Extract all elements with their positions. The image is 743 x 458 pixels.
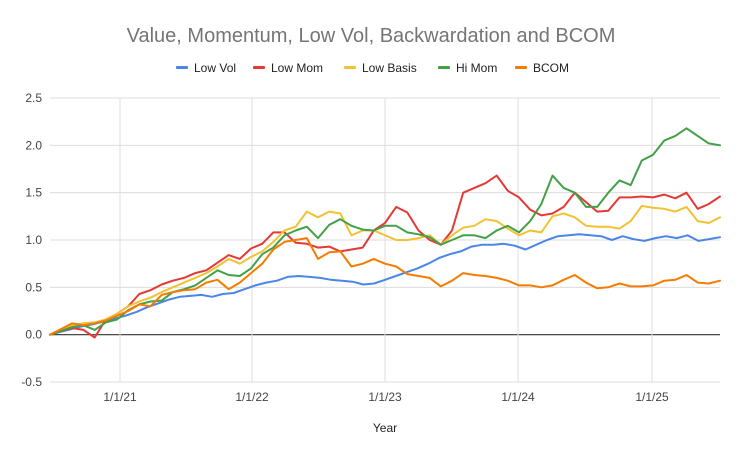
legend-item-low-mom: Low Mom bbox=[253, 61, 323, 75]
x-tick-label: 1/1/25 bbox=[635, 390, 669, 404]
series-line-bcom bbox=[49, 237, 721, 336]
legend-item-bcom: BCOM bbox=[515, 61, 569, 75]
legend-swatch bbox=[515, 66, 527, 69]
y-tick-label: -0.5 bbox=[21, 375, 42, 389]
legend-label: Hi Mom bbox=[456, 61, 497, 75]
legend-swatch bbox=[176, 66, 188, 69]
y-tick-label: 0.0 bbox=[25, 328, 42, 342]
y-tick-label: 1.5 bbox=[25, 186, 42, 200]
legend-label: Low Vol bbox=[194, 61, 236, 75]
y-tick-label: 2.0 bbox=[25, 138, 42, 152]
series-line-low-mom bbox=[49, 174, 721, 339]
y-tick-label: 1.0 bbox=[25, 233, 42, 247]
x-tick-label: 1/1/22 bbox=[235, 390, 269, 404]
x-tick-label: 1/1/23 bbox=[368, 390, 402, 404]
chart-title: Value, Momentum, Low Vol, Backwardation … bbox=[127, 25, 616, 47]
series-line-low-basis bbox=[49, 204, 721, 336]
x-tick-label: 1/1/24 bbox=[501, 390, 535, 404]
legend-label: Low Basis bbox=[362, 61, 417, 75]
legend: Low Vol Low Mom Low Basis Hi Mom BCOM bbox=[176, 61, 569, 75]
legend-swatch bbox=[344, 66, 356, 69]
legend-swatch bbox=[438, 66, 450, 69]
x-tick-label: 1/1/21 bbox=[103, 390, 137, 404]
legend-item-hi-mom: Hi Mom bbox=[438, 61, 497, 75]
y-tick-label: 0.5 bbox=[25, 280, 42, 294]
legend-label: BCOM bbox=[533, 61, 569, 75]
series-line-hi-mom bbox=[49, 127, 721, 336]
legend-swatch bbox=[253, 66, 265, 69]
legend-item-low-vol: Low Vol bbox=[176, 61, 236, 75]
series-lines bbox=[49, 127, 721, 339]
y-axis-ticks: 2.5 2.0 1.5 1.0 0.5 0.0 -0.5 bbox=[21, 91, 42, 389]
x-axis-title: Year bbox=[373, 421, 397, 435]
legend-item-low-basis: Low Basis bbox=[344, 61, 417, 75]
grid bbox=[50, 97, 720, 383]
x-axis-ticks: 1/1/21 1/1/22 1/1/23 1/1/24 1/1/25 bbox=[103, 390, 669, 404]
legend-label: Low Mom bbox=[271, 61, 323, 75]
series-line-low-vol bbox=[49, 233, 721, 336]
y-tick-label: 2.5 bbox=[25, 91, 42, 105]
